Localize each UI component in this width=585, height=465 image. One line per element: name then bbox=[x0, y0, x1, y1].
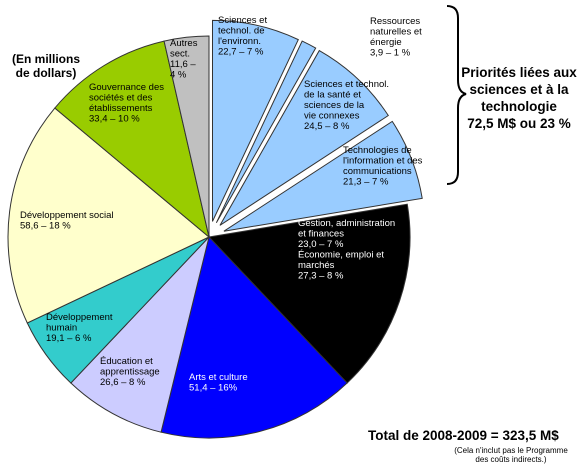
pie-slice bbox=[160, 235, 348, 439]
slice-label-line: 21,3 – 7 % bbox=[343, 177, 389, 188]
pie-slice bbox=[70, 235, 210, 433]
pie-slice bbox=[219, 49, 390, 226]
priority-note-line-1: Priorités liées aux bbox=[461, 65, 577, 80]
slice-label-line: 26,6 – 8 % bbox=[100, 377, 146, 388]
slice-label-line: 33,4 – 10 % bbox=[89, 114, 140, 125]
pie-slice bbox=[212, 19, 299, 222]
pie-labels: Sciences et technol. de l'environn. 22,7 – … bbox=[20, 15, 423, 394]
unit-note-text: (En millions de dollars) bbox=[11, 52, 80, 80]
slice-label-line: et finances bbox=[298, 229, 344, 240]
footnote-line-2: des coûts indirects.) bbox=[475, 455, 547, 464]
slice-label-line: technol. de bbox=[218, 26, 264, 37]
slice-label-line: vie connexes bbox=[304, 111, 360, 122]
pie-slice bbox=[163, 35, 210, 238]
pie-slices bbox=[7, 19, 423, 439]
slice-label-line: 22,7 – 7 % bbox=[218, 47, 264, 58]
slice-label-line: 24,5 – 8 % bbox=[304, 121, 350, 132]
slice-label-line: 27,3 – 8 % bbox=[298, 271, 344, 282]
slice-label-line: humain bbox=[46, 323, 77, 334]
slice-label: Technologies de l'information et des commu… bbox=[343, 145, 423, 188]
slice-label: Développement social 58,6 – 18 % bbox=[20, 210, 113, 232]
slice-label: Autres sect. 11,6 –4 % bbox=[170, 38, 198, 81]
slice-label-line: 11,6 – bbox=[170, 59, 196, 70]
unit-note: (En millions de dollars) bbox=[6, 52, 86, 80]
slice-label-line: naturelles et bbox=[370, 27, 422, 38]
slice-label-line: sociétés et des bbox=[89, 93, 153, 104]
priority-note-line-4: 72,5 M$ ou 23 % bbox=[467, 116, 571, 131]
total-note: Total de 2008-2009 = 323,5 M$ bbox=[368, 428, 559, 443]
slice-label-line: sciences de la bbox=[304, 100, 365, 111]
footnote: (Cela n'inclut pas le Programme des coût… bbox=[446, 446, 576, 464]
slice-label-line: de la santé et bbox=[304, 90, 361, 101]
pie-slice bbox=[207, 203, 411, 384]
priority-bracket bbox=[446, 5, 467, 185]
slice-label-line: Développement social bbox=[20, 210, 113, 221]
slice-label: Ressources naturelles et énergie 3,9 – 1 % bbox=[370, 16, 422, 59]
pie-slice bbox=[223, 120, 423, 232]
slice-label-line: communications bbox=[343, 166, 412, 177]
slice-label-line: Économie, emploi et bbox=[298, 250, 384, 261]
slice-label-line: Développement bbox=[46, 312, 113, 323]
slice-label: Gestion, administration et finances 23,0 –… bbox=[298, 218, 395, 282]
footnote-line-1: (Cela n'inclut pas le Programme bbox=[454, 446, 568, 455]
slice-label-line: apprentissage bbox=[100, 367, 160, 378]
slice-label-line: 3,9 – 1 % bbox=[370, 48, 411, 59]
slice-label: Sciences et technol. de la santé et scienc… bbox=[304, 79, 389, 132]
slice-label: Développement humain 19,1 – 6 % bbox=[46, 312, 113, 344]
slice-label-line: établissements bbox=[89, 103, 153, 114]
slice-label-line: Technologies de bbox=[343, 145, 412, 156]
slice-label-line: Gestion, administration bbox=[298, 218, 395, 229]
slice-label-line: Ressources bbox=[370, 16, 420, 27]
pie-slice bbox=[215, 40, 317, 224]
slice-label-line: 51,4 – 16% bbox=[189, 383, 238, 394]
slice-label-line: 19,1 – 6 % bbox=[46, 333, 92, 344]
slice-label-line: 23,0 – 7 % bbox=[298, 239, 344, 250]
slice-label-line: Éducation et bbox=[100, 356, 153, 367]
slice-label-line: Sciences et technol. bbox=[304, 79, 389, 90]
slice-label: Éducation et apprentissage 26,6 – 8 % bbox=[100, 356, 160, 388]
slice-label: Arts et culture 51,4 – 16% bbox=[189, 372, 248, 394]
slice-label-line: énergie bbox=[370, 37, 402, 48]
priority-note: Priorités liées aux sciences et à la tec… bbox=[455, 64, 583, 132]
slice-label-line: marchés bbox=[298, 260, 335, 271]
pie-slice bbox=[54, 40, 210, 239]
slice-label-line: Autres bbox=[170, 38, 198, 49]
slice-label-line: Sciences et bbox=[218, 15, 267, 26]
slice-label: Sciences et technol. de l'environn. 22,7 – … bbox=[218, 15, 267, 58]
slice-label-line: 4 % bbox=[170, 70, 187, 81]
slice-label-line: Gouvernance des bbox=[89, 82, 164, 93]
slice-label-line: 58,6 – 18 % bbox=[20, 221, 71, 232]
pie-slice bbox=[7, 107, 210, 324]
priority-note-line-3: technologie bbox=[481, 99, 557, 114]
slice-label-line: l'environn. bbox=[218, 36, 261, 47]
slice-label-line: sect. bbox=[170, 49, 190, 60]
slice-label-line: l'information et des bbox=[343, 156, 423, 167]
slice-label-line: Arts et culture bbox=[189, 372, 248, 383]
priority-note-line-2: sciences et à la bbox=[469, 82, 569, 97]
slice-label: Gouvernance des sociétés et des établissem… bbox=[89, 82, 164, 125]
